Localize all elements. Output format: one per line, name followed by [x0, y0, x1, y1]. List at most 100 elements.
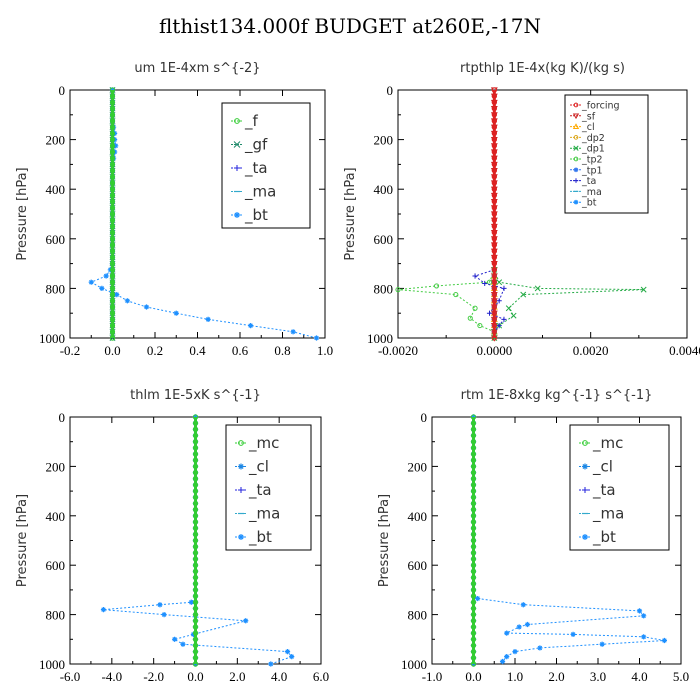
data-point: [109, 267, 116, 273]
data-point: [520, 602, 526, 608]
y-tick-label: 1000: [367, 331, 393, 346]
data-point: [109, 87, 116, 93]
panel-title: rtpthlp 1E-4x(kg K)/(kg s): [460, 61, 625, 76]
legend-label: _ta: [248, 481, 272, 500]
data-point: [180, 641, 186, 647]
x-tick-label: -4.0: [102, 669, 123, 684]
data-point: [192, 414, 199, 420]
data-point: [109, 254, 116, 260]
data-point: [192, 457, 199, 463]
data-point: [192, 649, 199, 655]
data-point: [109, 186, 116, 192]
data-point: [491, 149, 497, 155]
data-point: [470, 661, 477, 667]
data-point: [491, 124, 497, 130]
data-point: [109, 217, 116, 223]
data-point: [192, 661, 199, 667]
data-point: [486, 310, 493, 316]
data-point: [192, 476, 199, 482]
legend-box: [564, 94, 649, 214]
data-point: [109, 130, 116, 136]
data-point: [192, 593, 199, 599]
x-tick-label: -1.0: [422, 669, 443, 684]
data-point: [205, 316, 211, 322]
data-point: [472, 305, 478, 311]
data-point: [192, 488, 199, 494]
data-point: [109, 304, 116, 310]
data-point: [192, 612, 199, 618]
data-point: [470, 636, 477, 642]
data-point: [491, 261, 497, 267]
data-point: [470, 463, 477, 469]
data-point: [491, 329, 497, 335]
y-tick-label: 800: [408, 608, 428, 623]
x-tick-label: 3.0: [590, 669, 606, 684]
data-point: [501, 316, 507, 322]
y-tick-label: 600: [408, 558, 428, 573]
data-point: [491, 223, 497, 229]
data-point: [491, 267, 497, 273]
legend-label: _ma: [581, 187, 602, 198]
data-point: [192, 513, 199, 519]
data-point: [491, 99, 497, 105]
data-point: [470, 624, 477, 630]
data-point: [640, 286, 647, 293]
legend-label: _dp2: [581, 133, 605, 144]
data-point: [192, 587, 199, 593]
panel-2: rtpthlp 1E-4x(kg K)/(kg s) Pressure [hPa]…: [343, 61, 700, 358]
data-point: [491, 298, 497, 304]
data-point: [491, 292, 497, 298]
data-point: [491, 230, 497, 236]
data-point: [534, 285, 541, 292]
data-point: [470, 439, 477, 445]
data-point: [109, 310, 116, 316]
data-point: [109, 261, 116, 267]
legend-box: [225, 424, 312, 551]
x-tick-label: 2.0: [229, 669, 245, 684]
data-point: [109, 180, 116, 186]
legend-label: _ma: [248, 505, 280, 524]
series-tp2: [395, 267, 497, 341]
data-point: [482, 280, 488, 287]
data-point: [491, 248, 497, 254]
data-point: [433, 283, 440, 289]
x-tick-label: 4.0: [271, 669, 287, 684]
data-point: [491, 279, 497, 285]
data-point: [491, 186, 497, 192]
data-point: [248, 323, 254, 329]
x-tick-label: 4.0: [631, 669, 647, 684]
data-point: [661, 637, 667, 644]
data-point: [470, 556, 477, 562]
data-point: [192, 568, 199, 574]
data-point: [470, 550, 477, 556]
data-point: [109, 106, 116, 112]
data-point: [470, 649, 477, 655]
data-point: [192, 451, 199, 457]
legend-label: _cl: [581, 122, 595, 133]
x-tick-label: 1.0: [507, 669, 523, 684]
data-point: [192, 525, 199, 531]
data-point: [109, 143, 116, 149]
legend-marker: [238, 487, 244, 493]
data-point: [192, 537, 199, 544]
data-point: [395, 287, 401, 293]
data-point: [641, 634, 647, 640]
data-point: [467, 315, 473, 321]
data-point: [470, 525, 477, 531]
data-point: [470, 574, 477, 581]
legend-label: _ta: [244, 159, 268, 178]
data-point: [192, 500, 199, 507]
data-point: [491, 310, 497, 316]
data-point: [491, 155, 497, 161]
legend-label: _ta: [581, 176, 596, 187]
data-point: [109, 292, 116, 298]
x-tick-label: 0.0: [465, 669, 481, 684]
data-point: [88, 279, 94, 285]
data-point: [491, 335, 497, 341]
data-point: [157, 602, 163, 608]
data-point: [192, 544, 199, 550]
data-point: [491, 106, 497, 112]
legend-marker: [582, 440, 588, 446]
data-point: [109, 149, 116, 155]
y-axis-label: Pressure [hPa]: [15, 167, 30, 260]
